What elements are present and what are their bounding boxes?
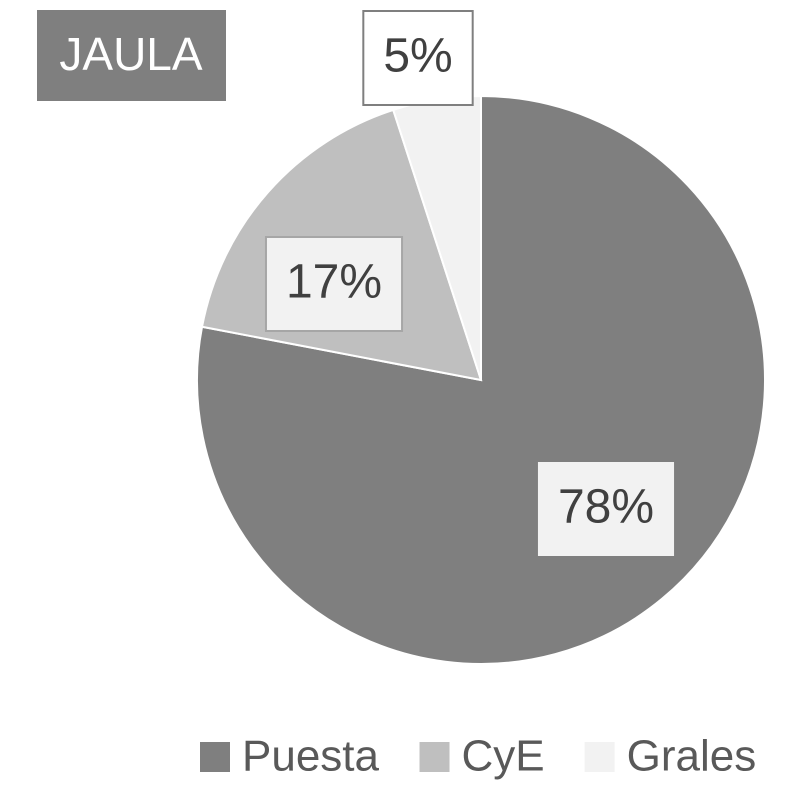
data-label-box <box>264 236 404 332</box>
data-label: 78% <box>558 481 654 534</box>
title-box <box>37 10 226 101</box>
legend-label: CyE <box>462 732 545 781</box>
data-label: 5% <box>383 30 452 83</box>
pie <box>196 94 766 665</box>
legend-label: Puesta <box>242 732 380 781</box>
legend-label: Grales <box>627 732 757 781</box>
data-label-box <box>537 462 675 556</box>
legend: Puesta CyE Grales <box>200 732 756 781</box>
data-label-box <box>362 10 474 106</box>
legend-swatch <box>419 742 450 772</box>
legend-swatch <box>200 742 230 772</box>
data-labels: 78% 17% 5% <box>264 10 675 556</box>
legend-swatch <box>584 742 615 772</box>
data-label: 17% <box>286 256 382 309</box>
chart-title: JAULA <box>59 28 202 80</box>
